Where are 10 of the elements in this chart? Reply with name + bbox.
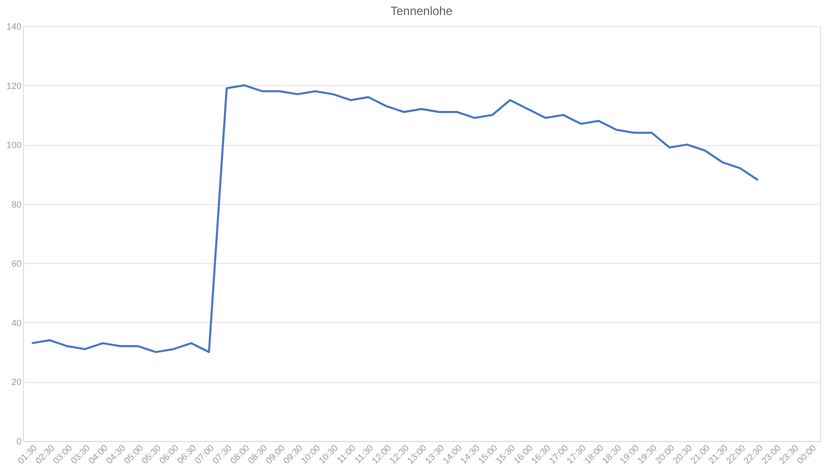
chart-title: Tennenlohe xyxy=(390,4,453,18)
y-tick-label: 40 xyxy=(11,318,22,328)
y-tick-label: 0 xyxy=(16,436,22,446)
y-tick-label: 120 xyxy=(6,80,22,91)
y-tick-label: 60 xyxy=(11,258,22,269)
y-tick-label: 80 xyxy=(11,199,22,210)
y-tick-label: 140 xyxy=(6,22,22,32)
y-tick-label: 20 xyxy=(11,377,22,388)
y-tick-label: 100 xyxy=(6,140,22,150)
line-series xyxy=(30,84,760,354)
